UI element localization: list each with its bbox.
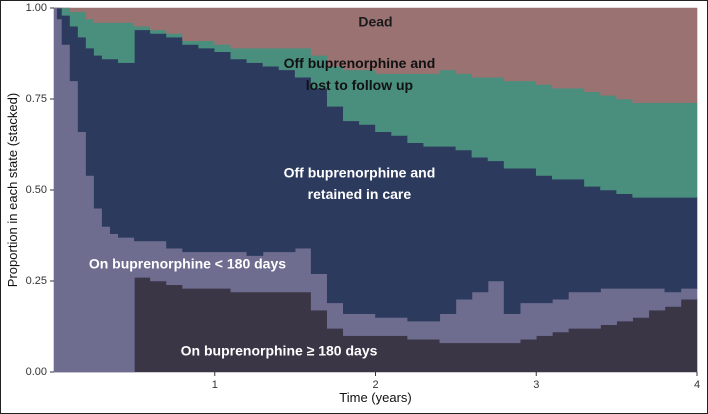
x-tick-label: 2 (372, 379, 378, 391)
state-label: On buprenorphine < 180 days (89, 255, 286, 271)
state-label: On buprenorphine ≥ 180 days (181, 343, 378, 359)
state-areas (53, 7, 698, 373)
x-axis: 1 2 3 4 (212, 372, 700, 391)
x-axis-title: Time (years) (339, 390, 411, 405)
area-dead (54, 7, 698, 103)
state-labels: Dead Off buprenorphine and lost to follow … (89, 13, 435, 358)
x-tick-label: 3 (533, 379, 539, 391)
y-tick-label: 0.50 (26, 184, 47, 196)
y-tick-label: 0.25 (26, 275, 47, 287)
state-label: Off buprenorphine and (284, 55, 436, 71)
state-label: lost to follow up (306, 77, 413, 93)
y-tick-label: 0.75 (26, 93, 47, 105)
state-label: Off buprenorphine and (284, 164, 436, 180)
y-tick-label: 0.00 (26, 366, 47, 378)
y-tick-label: 1.00 (26, 2, 47, 14)
state-label: Dead (358, 13, 392, 29)
x-tick-label: 4 (694, 379, 700, 391)
x-tick-label: 1 (212, 379, 218, 391)
state-label: retained in care (308, 186, 412, 202)
y-axis: 0.00 0.25 0.50 0.75 1.00 (26, 2, 54, 378)
y-axis-title: Proportion in each state (stacked) (5, 93, 20, 287)
